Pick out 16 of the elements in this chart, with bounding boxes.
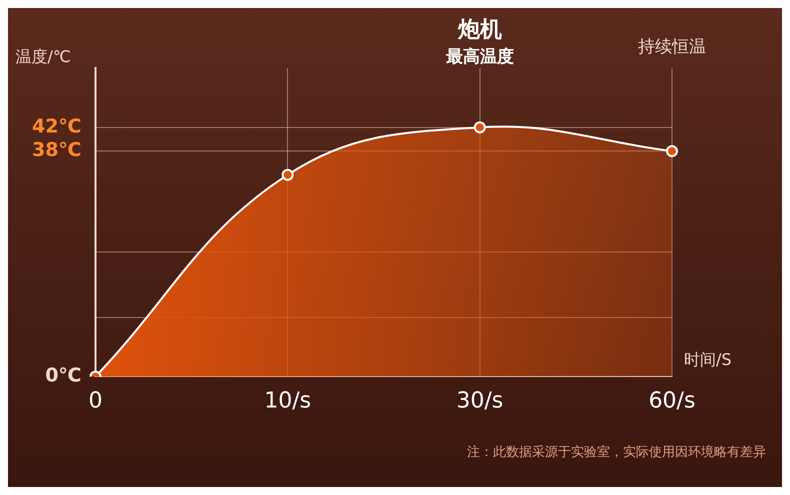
x-tick-label: 10/s xyxy=(264,388,312,414)
x-tick-label: 60/s xyxy=(648,388,696,414)
y-tick-label: 0℃ xyxy=(45,364,82,387)
text: 炮机 xyxy=(456,18,502,43)
point xyxy=(282,168,294,181)
x-tick-label: 0 xyxy=(88,388,102,414)
point xyxy=(666,145,678,158)
x-tick-label: 30/s xyxy=(456,388,504,414)
y-tick-label: 38℃ xyxy=(32,139,82,162)
text: 持续恒温 xyxy=(638,36,706,57)
point xyxy=(474,121,486,134)
text: 注：此数据采源于实验室，实际使用因环境略有差异 xyxy=(467,444,766,460)
y-tick-label: 42℃ xyxy=(32,115,82,138)
x-axis-title: 时间/S xyxy=(684,350,732,369)
y-axis-title: 温度/℃ xyxy=(15,47,71,66)
text: 最高温度 xyxy=(444,46,514,67)
